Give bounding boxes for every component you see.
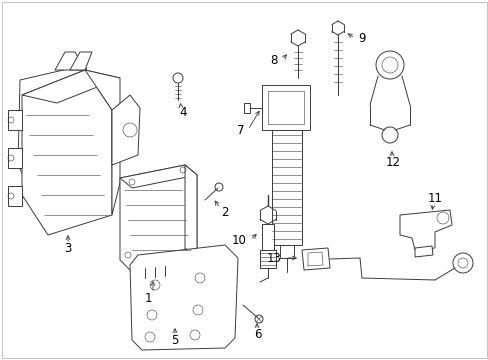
Polygon shape <box>302 248 329 270</box>
Text: 12: 12 <box>385 156 400 168</box>
Polygon shape <box>280 245 293 258</box>
Text: 2: 2 <box>221 206 228 219</box>
Polygon shape <box>414 246 432 257</box>
Text: 9: 9 <box>357 32 365 45</box>
Polygon shape <box>130 245 238 350</box>
Text: 7: 7 <box>237 123 244 136</box>
Polygon shape <box>55 52 85 70</box>
Polygon shape <box>120 165 197 188</box>
Polygon shape <box>120 165 197 270</box>
Text: 8: 8 <box>270 54 278 67</box>
Polygon shape <box>184 165 197 258</box>
Text: 11: 11 <box>427 192 442 204</box>
Polygon shape <box>8 148 22 168</box>
Polygon shape <box>22 70 120 103</box>
Polygon shape <box>8 186 22 206</box>
Polygon shape <box>85 70 120 215</box>
Text: 6: 6 <box>254 328 261 341</box>
Polygon shape <box>244 103 249 113</box>
Text: 13: 13 <box>266 252 282 265</box>
Text: 10: 10 <box>232 234 246 247</box>
Text: 4: 4 <box>179 105 186 118</box>
Text: 5: 5 <box>171 333 178 346</box>
Polygon shape <box>112 95 140 165</box>
Polygon shape <box>271 130 302 245</box>
Polygon shape <box>70 52 92 70</box>
Text: 3: 3 <box>64 242 72 255</box>
Text: 1: 1 <box>144 292 151 305</box>
Polygon shape <box>399 210 451 250</box>
Polygon shape <box>262 224 273 250</box>
Polygon shape <box>8 110 22 130</box>
Polygon shape <box>22 70 112 235</box>
Polygon shape <box>262 85 309 130</box>
Polygon shape <box>260 250 275 268</box>
